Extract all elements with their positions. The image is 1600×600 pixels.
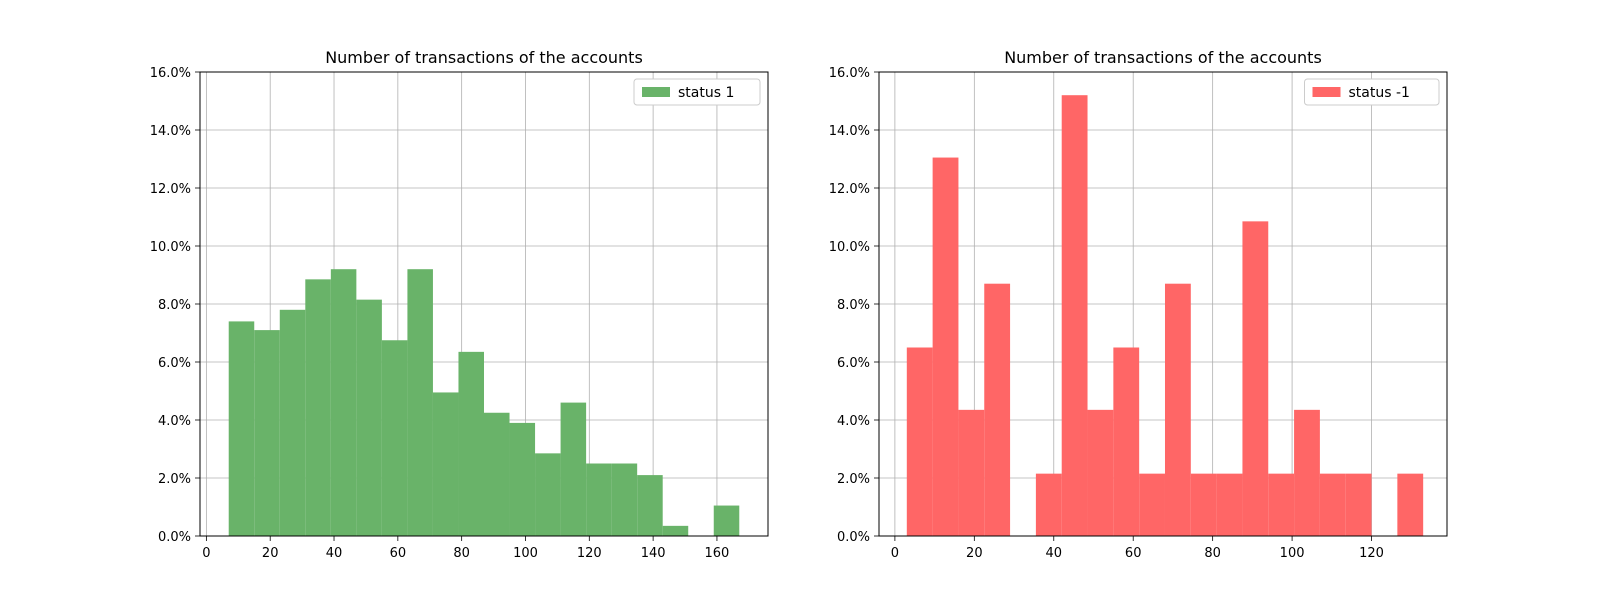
x-tick-label: 60	[1125, 546, 1142, 561]
y-tick-label: 4.0%	[837, 414, 870, 429]
histogram-bar	[1035, 473, 1062, 536]
histogram-bar	[637, 475, 663, 536]
histogram-bar	[958, 409, 985, 536]
x-tick-label: 120	[577, 546, 602, 561]
y-tick-label: 6.0%	[837, 356, 870, 371]
y-tick-label: 14.0%	[829, 124, 870, 139]
legend-box	[1304, 78, 1440, 106]
histogram-bar	[1216, 473, 1243, 536]
histogram-bar	[611, 463, 638, 536]
y-tick-label: 14.0%	[150, 124, 191, 139]
chart-2: 0 20 40 60 80 100 120 0.0% 2.0% 4.0% 6.0% 8.0% 10.0%…	[829, 48, 1448, 561]
legend-swatch	[1312, 87, 1341, 97]
histogram-bar	[1164, 283, 1191, 536]
histogram-bar	[984, 283, 1011, 536]
x-tick-label: 100	[513, 546, 538, 561]
histogram-bar	[279, 309, 306, 536]
histogram-bar	[381, 340, 408, 536]
y-tick-label: 16.0%	[150, 66, 191, 81]
histogram-bar	[1113, 347, 1140, 536]
histogram-bar	[330, 269, 357, 536]
histogram-bar	[662, 525, 689, 536]
y-tick-label: 2.0%	[158, 472, 191, 487]
y-tick-label: 6.0%	[158, 356, 191, 371]
x-tick-label: 120	[1359, 546, 1384, 561]
legend-label: status 1	[678, 85, 734, 101]
legend: status 1	[633, 78, 761, 106]
y-tick-label: 8.0%	[837, 298, 870, 313]
y-tick-label: 10.0%	[829, 240, 870, 255]
histogram-bar	[1061, 95, 1088, 536]
x-tick-label: 80	[453, 546, 470, 561]
x-tick-label: 140	[641, 546, 666, 561]
legend-swatch	[642, 87, 670, 97]
y-tick-label: 10.0%	[150, 240, 191, 255]
y-tick-label: 2.0%	[837, 472, 870, 487]
histogram-bar	[407, 269, 433, 536]
legend: status -1	[1304, 78, 1440, 106]
histogram-bar	[586, 463, 612, 536]
x-tick-label: 0	[891, 546, 899, 561]
histogram-bar	[458, 351, 484, 536]
chart-title: Number of transactions of the accounts	[1004, 48, 1322, 67]
y-tick-label: 4.0%	[158, 414, 191, 429]
histogram-bar	[535, 453, 561, 536]
legend-label: status -1	[1349, 85, 1410, 101]
histogram-bar	[1345, 473, 1372, 536]
x-tick-label: 40	[326, 546, 343, 561]
histogram-bar	[1087, 409, 1114, 536]
histogram-bar	[228, 321, 255, 536]
histogram-bar	[1268, 473, 1295, 536]
histogram-bar	[1397, 473, 1424, 536]
histogram-bar	[432, 392, 459, 536]
x-tick-label: 160	[705, 546, 730, 561]
histogram-bar	[484, 412, 510, 536]
histogram-bar	[713, 505, 740, 536]
x-tick-label: 0	[202, 546, 210, 561]
histogram-bar	[906, 347, 933, 536]
x-tick-label: 80	[1204, 546, 1221, 561]
histogram-bar	[1294, 409, 1320, 536]
histogram-bar	[1139, 473, 1165, 536]
y-tick-label: 0.0%	[158, 530, 191, 545]
y-tick-label: 16.0%	[829, 66, 870, 81]
histogram-bar	[932, 157, 959, 537]
x-tick-label: 20	[262, 546, 279, 561]
histogram-bar	[509, 422, 536, 536]
histogram-bar	[254, 330, 280, 536]
chart-1: 0 20 40 60 80 100 120 140 160 0.0% 2.0% 4.0% 6.0% 8.0…	[150, 48, 769, 561]
y-tick-label: 8.0%	[158, 298, 191, 313]
x-tick-label: 100	[1280, 546, 1305, 561]
x-tick-label: 60	[390, 546, 407, 561]
y-tick-label: 12.0%	[829, 182, 870, 197]
histogram-bar	[305, 279, 331, 536]
x-tick-label: 40	[1045, 546, 1062, 561]
y-tick-label: 12.0%	[150, 182, 191, 197]
histogram-bar	[1242, 221, 1269, 536]
histogram-bar	[356, 299, 382, 536]
x-tick-label: 20	[966, 546, 983, 561]
y-tick-label: 0.0%	[837, 530, 870, 545]
histogram-bar	[1190, 473, 1217, 536]
histogram-bar	[1319, 473, 1346, 536]
histogram-bar	[560, 402, 587, 536]
legend-box	[633, 78, 761, 106]
chart-title: Number of transactions of the accounts	[325, 48, 643, 67]
